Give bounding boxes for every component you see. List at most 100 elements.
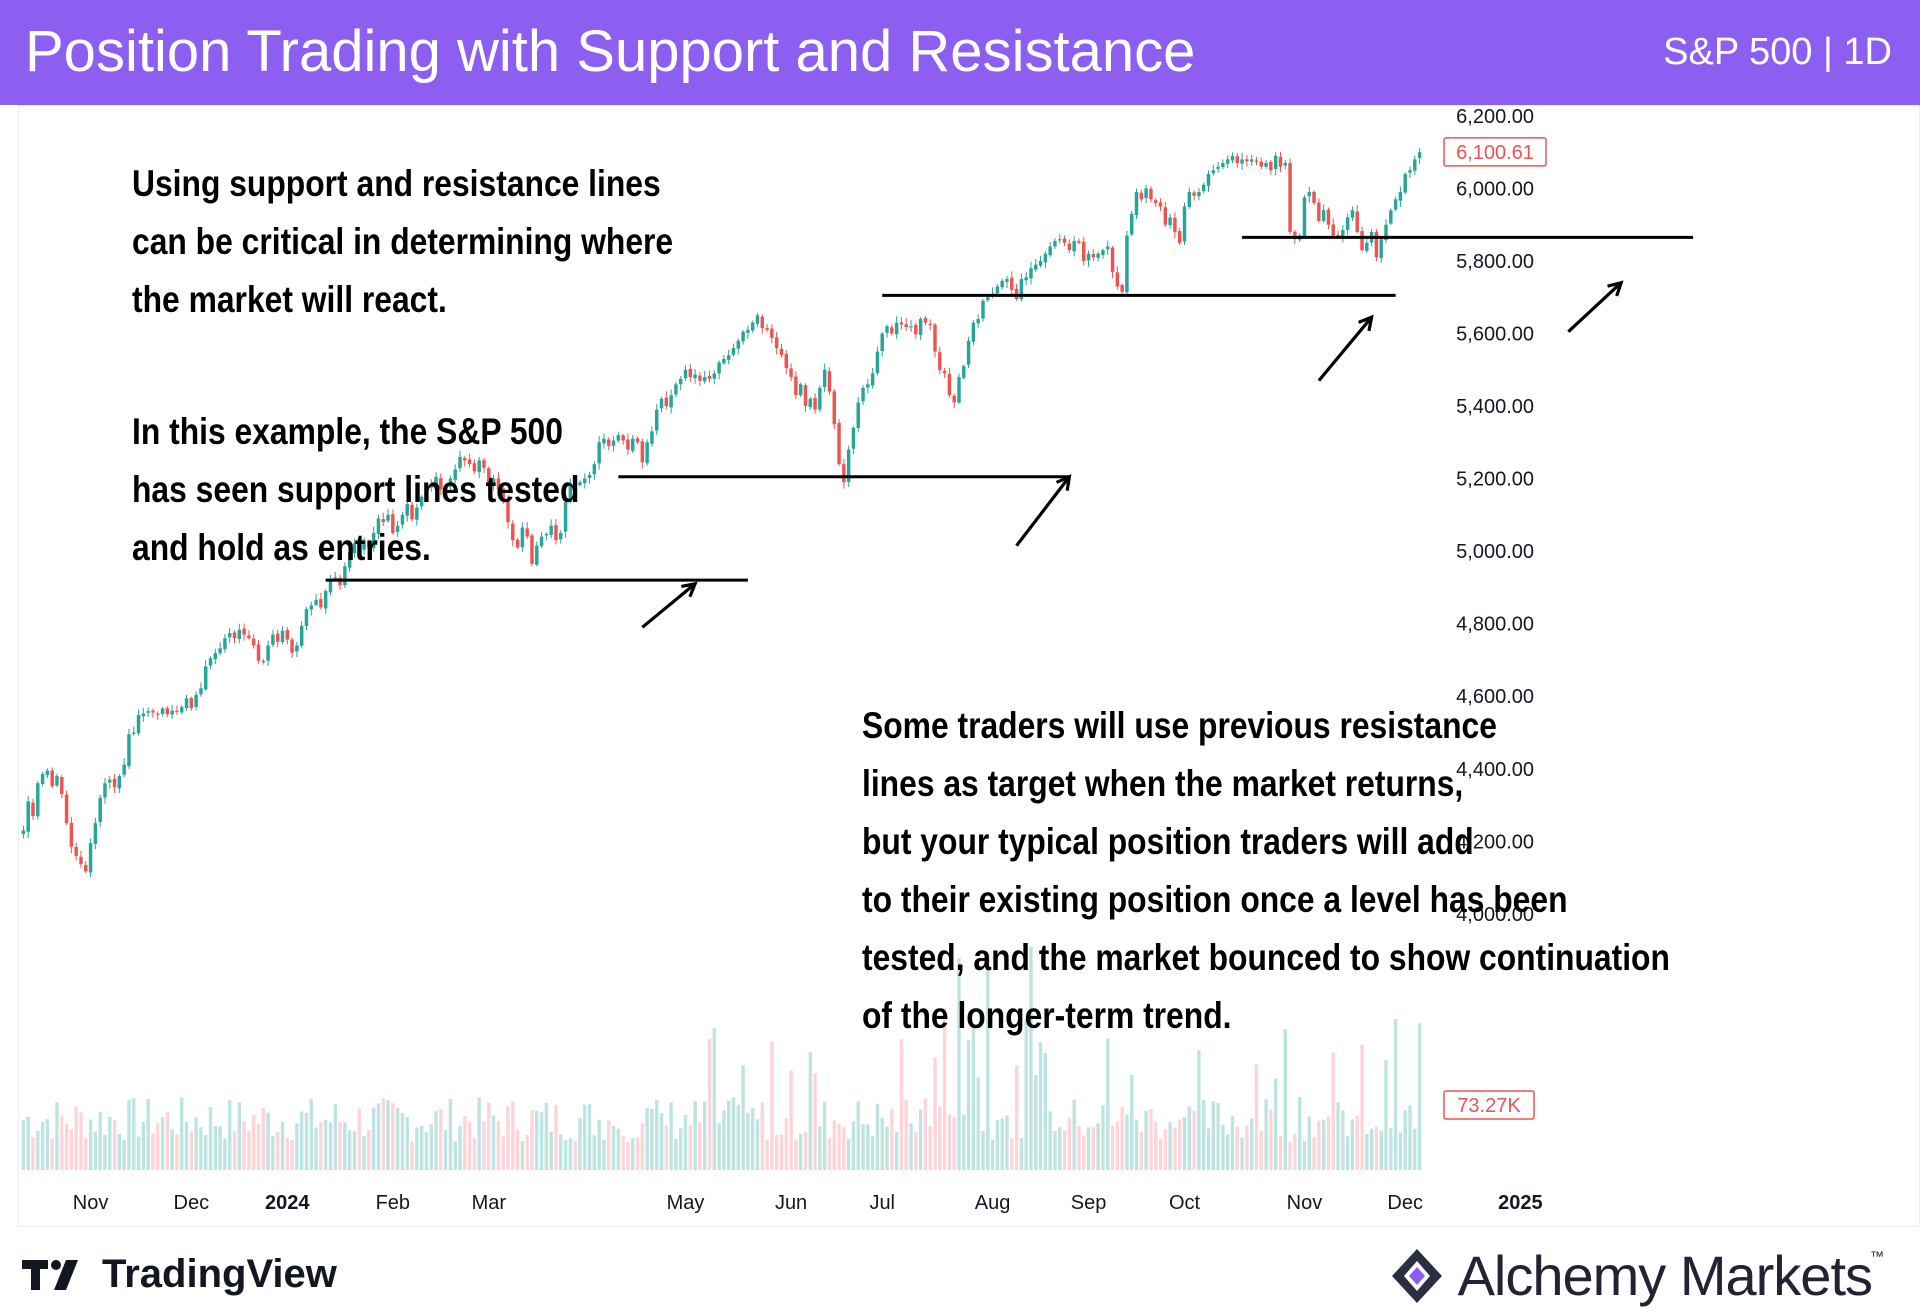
candle-body	[885, 326, 889, 333]
candle-body	[894, 322, 899, 335]
volume-bar	[386, 1100, 390, 1170]
candle-body	[1019, 279, 1024, 300]
candle-body	[1077, 241, 1081, 243]
y-tick-label: 4,000.00	[1456, 904, 1534, 926]
candle-body	[726, 355, 731, 360]
last-price-label: 6,100.61	[1456, 142, 1534, 164]
volume-bar	[664, 1125, 669, 1170]
candle-body	[1082, 241, 1086, 261]
volume-bar	[491, 1115, 496, 1170]
volume-bar	[808, 1052, 812, 1170]
x-tick-label: Feb	[376, 1192, 410, 1214]
volume-bar	[995, 1120, 1000, 1170]
volume-bar	[717, 1123, 721, 1170]
volume-bar	[1106, 1038, 1110, 1170]
candle-body	[1336, 235, 1340, 237]
volume-bar	[578, 1117, 582, 1170]
volume-bar	[1235, 1126, 1239, 1170]
candle-body	[986, 297, 990, 301]
candle-body	[1139, 192, 1144, 200]
candle-body	[232, 632, 237, 639]
volume-bar	[1082, 1135, 1086, 1170]
volume-bar	[127, 1099, 131, 1170]
volume-bar	[1182, 1117, 1187, 1170]
volume-bar	[242, 1120, 246, 1170]
volume-bar	[846, 1139, 851, 1170]
candle-body	[79, 856, 83, 865]
x-tick-label: Dec	[1387, 1192, 1423, 1214]
candle-body	[808, 398, 812, 408]
volume-bar	[276, 1131, 280, 1170]
candle-body	[1360, 231, 1364, 251]
volume-bar	[914, 1132, 918, 1170]
volume-bar	[482, 1121, 486, 1170]
alchemy-markets-icon	[1391, 1249, 1442, 1303]
candle-body	[506, 499, 510, 523]
candle-body	[280, 630, 285, 643]
volume-bar	[827, 1138, 832, 1170]
candle-body	[1144, 188, 1148, 199]
candle-body	[1043, 253, 1048, 263]
candle-body	[1201, 184, 1206, 192]
alchemy-markets-logo[interactable]: Alchemy Markets ™	[1390, 1246, 1884, 1306]
candle-body	[275, 633, 280, 642]
candle-body	[962, 366, 966, 378]
volume-bar	[746, 1112, 750, 1170]
volume-bar	[1283, 1029, 1287, 1170]
candle-body	[1053, 241, 1057, 247]
candle-body	[343, 566, 347, 586]
candle-body	[103, 783, 107, 798]
tradingview-logo[interactable]: TradingView	[22, 1254, 337, 1294]
candle-body	[568, 484, 573, 502]
candle-body	[1129, 213, 1134, 235]
candle-body	[309, 605, 314, 610]
candle-body	[774, 337, 779, 349]
volume-bar	[957, 958, 961, 1170]
candle-body	[184, 698, 189, 709]
candle-body	[683, 369, 688, 379]
volume-bar	[247, 1131, 251, 1170]
candle-body	[918, 319, 923, 335]
volume-bar	[674, 1138, 678, 1170]
volume-bar	[851, 1121, 856, 1170]
volume-bar	[1010, 1137, 1014, 1170]
price-chart[interactable]: 4,000.00 4,200.00 4,400.00 4,600.00 4,800.00…	[18, 105, 1920, 1227]
volume-bar	[132, 1098, 136, 1170]
volume-bar	[405, 1117, 409, 1170]
candle-body	[242, 628, 246, 635]
candle-body	[1230, 155, 1235, 161]
volume-bar	[515, 1130, 520, 1170]
y-tick-label: 5,200.00	[1456, 469, 1534, 491]
candle-body	[180, 707, 184, 713]
volume-bar	[424, 1132, 429, 1170]
volume-bar	[1321, 1119, 1326, 1170]
volume-bar	[506, 1106, 510, 1170]
candle-body	[1182, 206, 1187, 242]
candle-body	[938, 352, 942, 370]
candle-body	[112, 778, 117, 787]
volume-bar	[1403, 1110, 1407, 1170]
candle-body	[60, 776, 64, 795]
footer: TradingView Alchemy Markets ™	[0, 1228, 1920, 1314]
candle-body	[1403, 173, 1407, 193]
volume-bar	[1029, 947, 1033, 1170]
volume-bar	[410, 1140, 414, 1170]
volume-bar	[602, 1139, 606, 1170]
candle-body	[323, 591, 328, 609]
candle-body	[664, 397, 669, 407]
volume-bar	[1187, 1106, 1191, 1170]
volume-bar	[290, 1139, 294, 1170]
volume-bar	[1312, 1136, 1316, 1170]
volume-bar	[333, 1104, 337, 1170]
volume-bar	[1245, 1124, 1249, 1170]
volume-bar	[952, 1116, 956, 1170]
volume-bar	[439, 1108, 443, 1170]
volume-bar	[55, 1102, 59, 1170]
volume-bar	[866, 1124, 870, 1170]
candle-body	[333, 577, 337, 579]
arrow-head	[1607, 280, 1624, 297]
candle-body	[55, 776, 59, 786]
annotation-intro: Using support and resistance lines can b…	[132, 155, 673, 329]
chart-area[interactable]: 4,000.00 4,200.00 4,400.00 4,600.00 4,800.00…	[18, 105, 1920, 1227]
volume-bar	[1202, 1100, 1206, 1170]
